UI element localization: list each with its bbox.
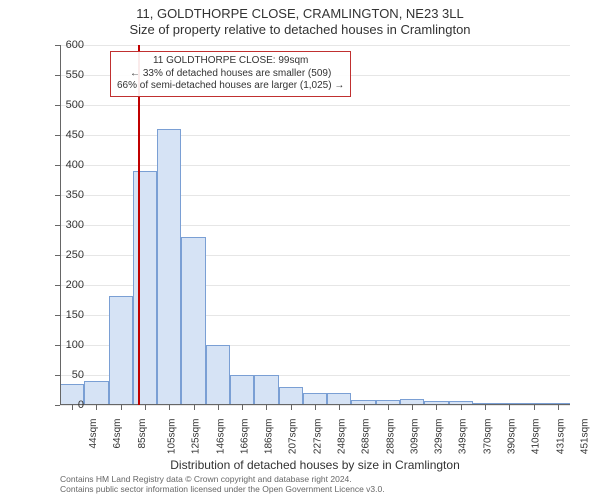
marker-info-box: 11 GOLDTHORPE CLOSE: 99sqm ← 33% of deta… [110, 51, 351, 97]
x-tick-mark [534, 405, 535, 410]
x-tick-label: 146sqm [215, 419, 226, 455]
x-tick-label: 390sqm [507, 419, 518, 455]
chart-title-subtitle: Size of property relative to detached ho… [0, 22, 600, 37]
gridline [60, 45, 570, 46]
y-tick-label: 0 [44, 399, 84, 411]
x-tick-label: 227sqm [312, 419, 323, 455]
x-tick-mark [509, 405, 510, 410]
histogram-bar [84, 381, 108, 405]
histogram-bar [230, 375, 254, 405]
x-tick-label: 268sqm [361, 419, 372, 455]
gridline [60, 165, 570, 166]
histogram-bar [133, 171, 157, 405]
x-tick-label: 186sqm [264, 419, 275, 455]
x-tick-label: 207sqm [288, 419, 299, 455]
plot-area: 11 GOLDTHORPE CLOSE: 99sqm ← 33% of deta… [60, 45, 570, 405]
x-tick-mark [315, 405, 316, 410]
x-tick-mark [266, 405, 267, 410]
footer-line-2: Contains public sector information licen… [60, 485, 570, 495]
info-line-1: 11 GOLDTHORPE CLOSE: 99sqm [117, 55, 344, 68]
x-tick-mark [388, 405, 389, 410]
chart-title-address: 11, GOLDTHORPE CLOSE, CRAMLINGTON, NE23 … [0, 6, 600, 21]
x-tick-label: 451sqm [579, 419, 590, 455]
info-line-3: 66% of semi-detached houses are larger (… [117, 80, 344, 93]
x-tick-label: 309sqm [409, 419, 420, 455]
x-tick-mark [96, 405, 97, 410]
x-axis-label: Distribution of detached houses by size … [60, 458, 570, 472]
y-axis-label: Number of detached properties [6, 405, 20, 500]
y-tick-label: 50 [44, 369, 84, 381]
x-tick-mark [412, 405, 413, 410]
y-tick-label: 150 [44, 309, 84, 321]
y-tick-label: 350 [44, 189, 84, 201]
x-tick-mark [145, 405, 146, 410]
x-tick-mark [485, 405, 486, 410]
y-tick-label: 300 [44, 219, 84, 231]
x-tick-label: 64sqm [112, 419, 123, 449]
y-tick-label: 600 [44, 39, 84, 51]
x-tick-mark [242, 405, 243, 410]
histogram-bar [157, 129, 181, 405]
histogram-bar [109, 296, 133, 405]
x-tick-label: 288sqm [385, 419, 396, 455]
gridline [60, 135, 570, 136]
footer-attribution: Contains HM Land Registry data © Crown c… [60, 475, 570, 495]
x-tick-label: 248sqm [337, 419, 348, 455]
y-tick-label: 250 [44, 249, 84, 261]
histogram-bar [279, 387, 303, 405]
x-tick-mark [558, 405, 559, 410]
x-tick-mark [218, 405, 219, 410]
x-tick-label: 431sqm [555, 419, 566, 455]
x-tick-mark [291, 405, 292, 410]
y-tick-label: 550 [44, 69, 84, 81]
x-tick-mark [194, 405, 195, 410]
x-tick-mark [461, 405, 462, 410]
x-tick-mark [121, 405, 122, 410]
x-tick-label: 166sqm [239, 419, 250, 455]
x-tick-mark [339, 405, 340, 410]
x-tick-label: 44sqm [88, 419, 99, 449]
x-tick-label: 349sqm [458, 419, 469, 455]
y-tick-label: 200 [44, 279, 84, 291]
gridline [60, 105, 570, 106]
x-tick-mark [436, 405, 437, 410]
x-tick-label: 85sqm [137, 419, 148, 449]
histogram-bar [181, 237, 205, 405]
x-tick-mark [169, 405, 170, 410]
y-tick-label: 450 [44, 129, 84, 141]
y-tick-label: 500 [44, 99, 84, 111]
x-tick-label: 125sqm [191, 419, 202, 455]
x-tick-label: 105sqm [167, 419, 178, 455]
x-tick-mark [364, 405, 365, 410]
marker-line [138, 45, 140, 405]
x-tick-label: 370sqm [482, 419, 493, 455]
y-tick-label: 100 [44, 339, 84, 351]
x-tick-label: 410sqm [531, 419, 542, 455]
y-tick-label: 400 [44, 159, 84, 171]
histogram-bar [206, 345, 230, 405]
histogram-bar [254, 375, 278, 405]
x-tick-label: 329sqm [434, 419, 445, 455]
info-line-2: ← 33% of detached houses are smaller (50… [117, 68, 344, 81]
